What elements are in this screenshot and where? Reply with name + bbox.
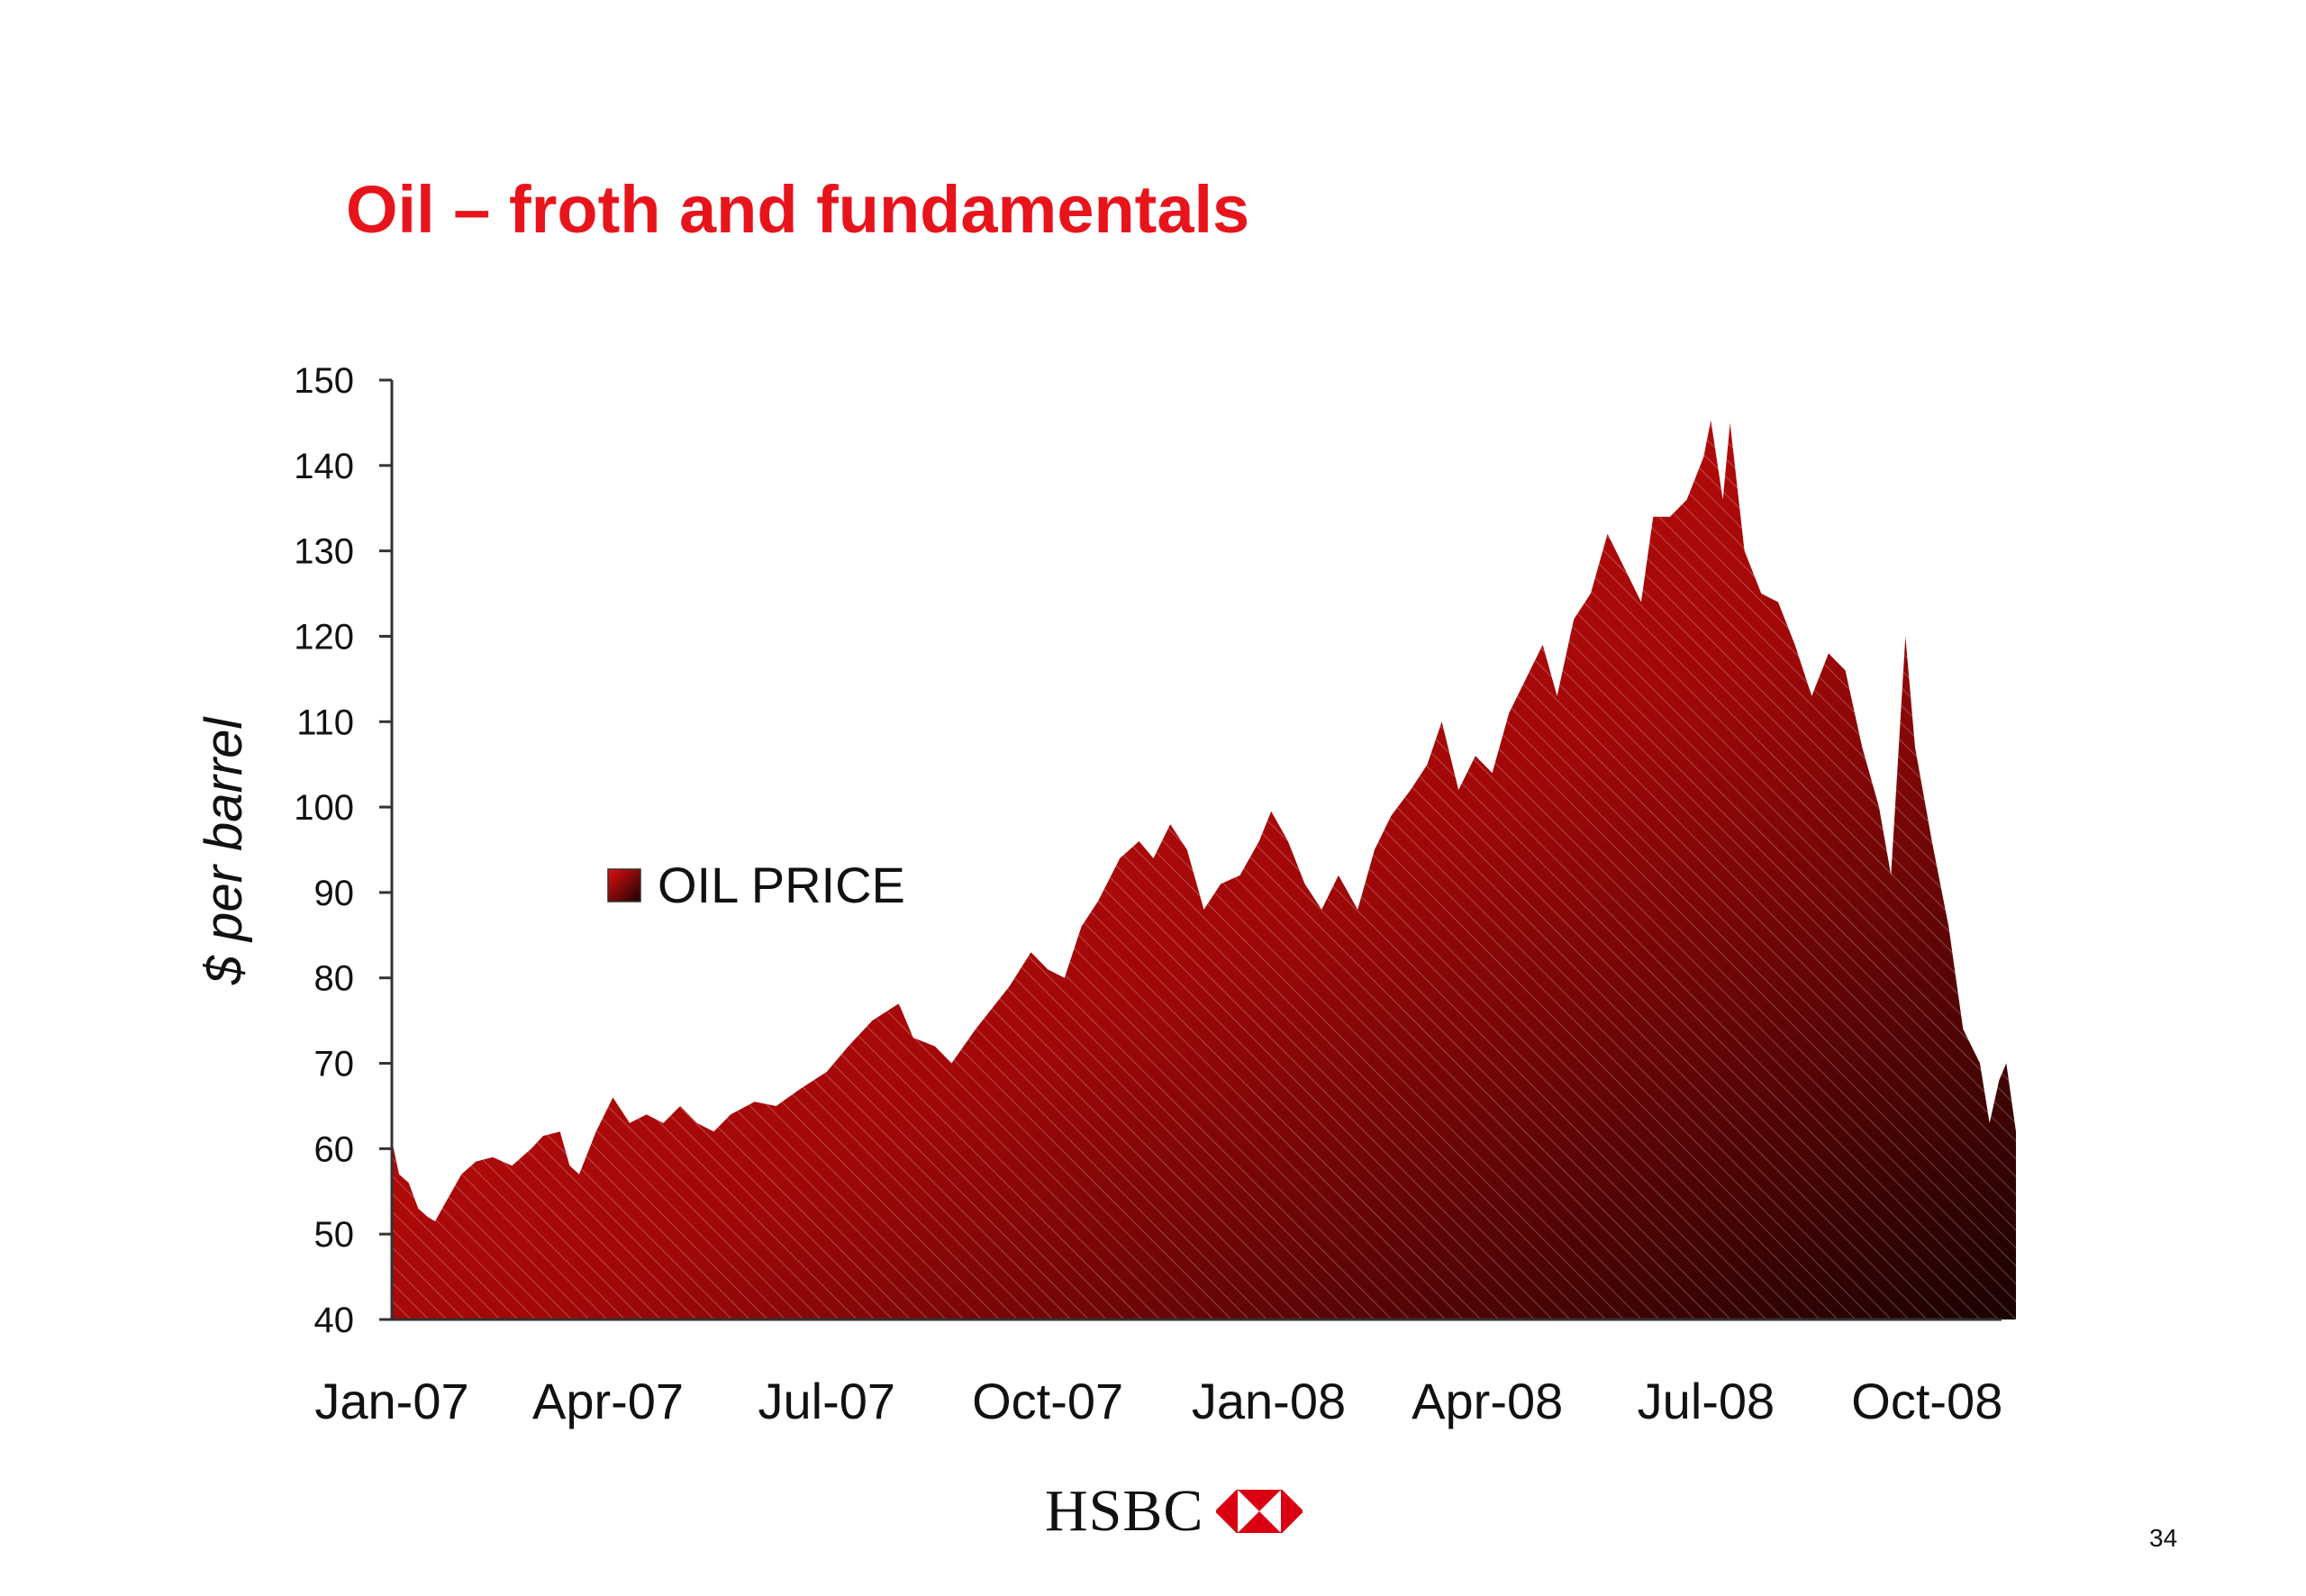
slide-title: Oil – froth and fundamentals bbox=[346, 172, 1250, 247]
x-tick-label: Apr-07 bbox=[532, 1373, 684, 1429]
y-tick-label: 130 bbox=[294, 532, 354, 572]
x-tick-label: Oct-08 bbox=[1851, 1373, 2002, 1429]
legend-label: OIL PRICE bbox=[658, 857, 905, 913]
y-tick-label: 150 bbox=[294, 361, 354, 401]
y-tick-label: 80 bbox=[314, 959, 355, 999]
y-tick-label: 90 bbox=[314, 874, 355, 913]
y-tick-label: 100 bbox=[294, 788, 354, 828]
y-tick-label: 120 bbox=[294, 617, 354, 657]
x-tick-label: Jul-07 bbox=[758, 1373, 895, 1429]
legend-swatch bbox=[607, 868, 641, 902]
y-axis-label: $ per barrel bbox=[195, 716, 253, 986]
logo-text: HSBC bbox=[1045, 1478, 1204, 1544]
page-number: 34 bbox=[2149, 1524, 2178, 1552]
x-tick-label: Jul-08 bbox=[1638, 1373, 1775, 1429]
hsbc-logo: HSBC bbox=[1045, 1477, 1303, 1546]
y-tick-label: 40 bbox=[314, 1301, 355, 1340]
x-tick-label: Oct-07 bbox=[972, 1373, 1123, 1429]
y-tick-label: 70 bbox=[314, 1045, 355, 1084]
y-tick-label: 110 bbox=[296, 703, 354, 742]
legend: OIL PRICE bbox=[607, 857, 905, 913]
y-tick-label: 50 bbox=[314, 1215, 355, 1255]
x-tick-label: Apr-08 bbox=[1412, 1373, 1563, 1429]
series-area-hatch-0 bbox=[392, 420, 2016, 1320]
y-tick-label: 60 bbox=[314, 1129, 355, 1169]
hsbc-hexagon-icon bbox=[1216, 1490, 1303, 1533]
x-tick-label: Jan-07 bbox=[314, 1373, 468, 1429]
x-tick-label: Jan-08 bbox=[1192, 1373, 1346, 1429]
y-tick-label: 140 bbox=[294, 447, 354, 486]
